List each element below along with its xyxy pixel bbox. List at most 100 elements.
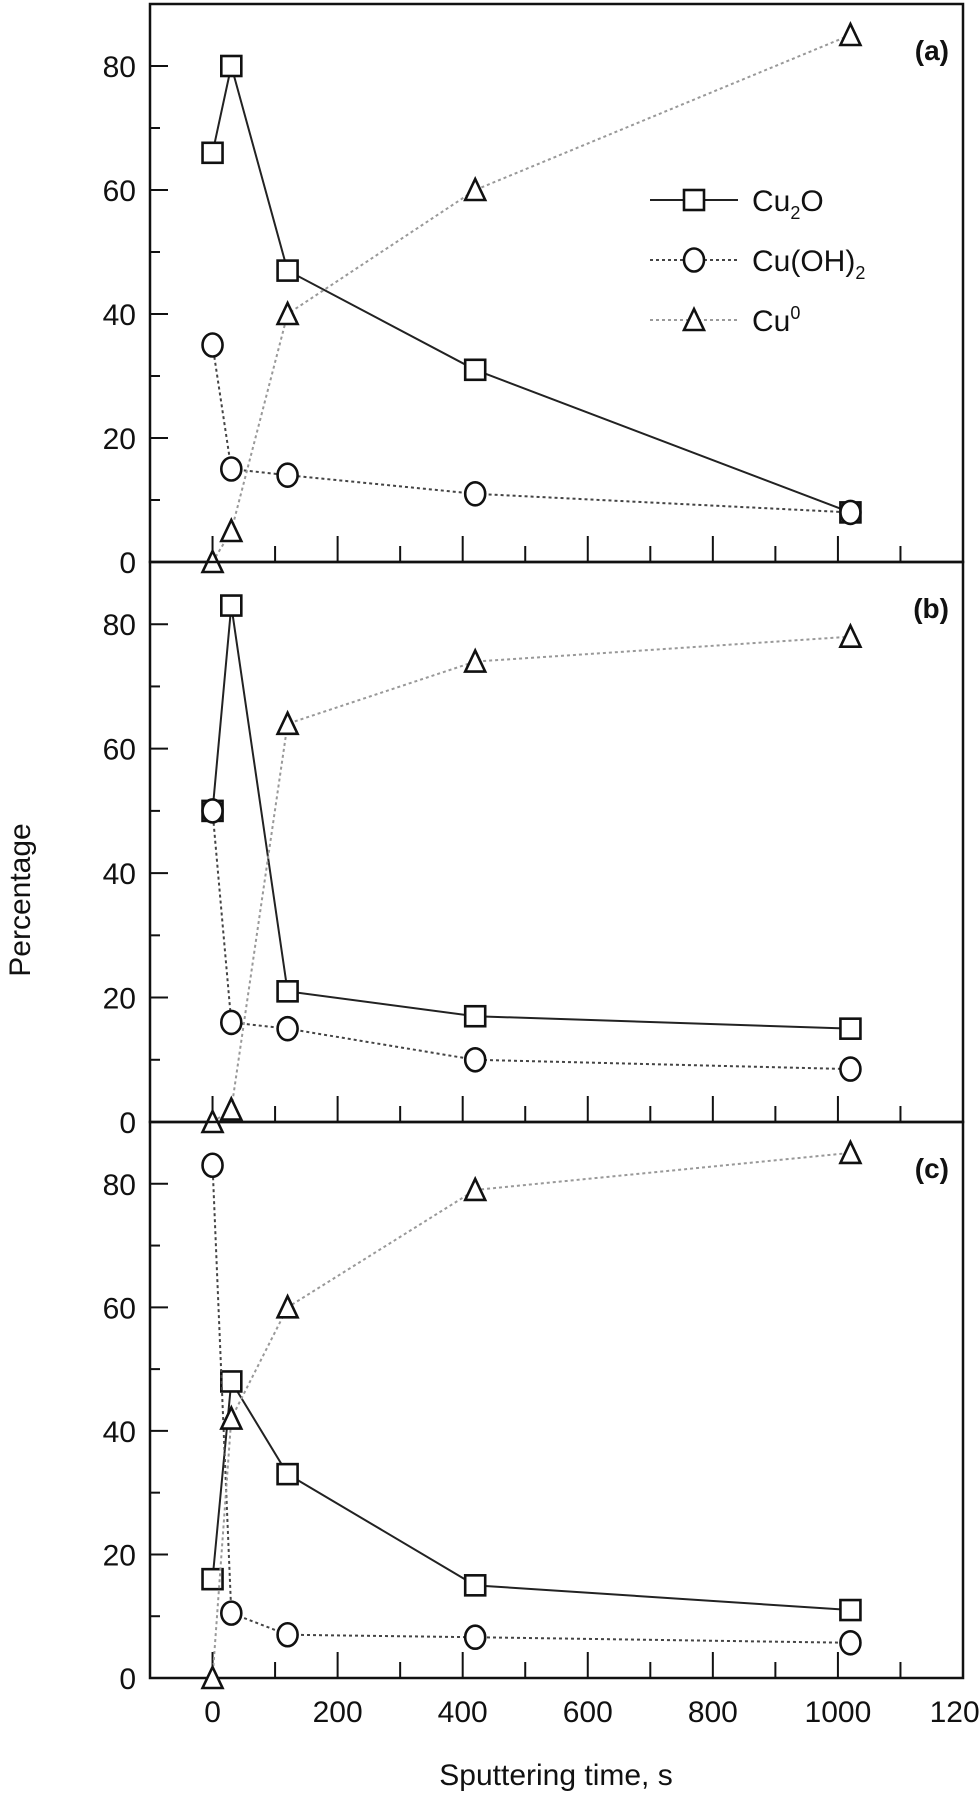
circle-marker — [463, 1624, 487, 1651]
y-tick-label: 80 — [103, 1169, 136, 1202]
circle-marker — [839, 1056, 862, 1082]
legend-item: Cu2O — [650, 185, 824, 223]
x-tick-label: 400 — [438, 1696, 488, 1729]
triangle-marker — [838, 622, 863, 648]
x-axis-label: Sputtering time, s — [439, 1759, 672, 1792]
panel-label: (a) — [915, 35, 949, 66]
square-marker — [220, 54, 243, 78]
series-line — [211, 65, 851, 514]
circle-marker — [839, 499, 862, 526]
x-tick-label: 600 — [563, 1696, 613, 1729]
circle-marker — [201, 332, 224, 358]
series-cu2o — [201, 54, 862, 524]
triangle-marker — [463, 647, 488, 673]
y-tick-label: 20 — [103, 423, 136, 456]
triangle-marker — [275, 1293, 300, 1319]
triangle-marker — [463, 1175, 488, 1202]
square-marker — [276, 259, 299, 282]
plot-frame — [148, 2, 965, 564]
series-cuoh2 — [201, 332, 862, 526]
panel-a: 0 20 40 60 80 (a) — [103, 2, 965, 580]
triangle-marker — [681, 305, 707, 332]
square-marker — [463, 1574, 487, 1597]
square-marker — [839, 1017, 862, 1040]
x-tick-label: 0 — [204, 1696, 221, 1729]
y-tick-label: 20 — [103, 1539, 136, 1572]
triangle-marker — [463, 175, 488, 202]
circle-marker — [201, 1152, 224, 1179]
y-tick-label: 80 — [103, 609, 136, 642]
square-marker — [682, 188, 706, 212]
y-tick-label: 0 — [119, 1663, 136, 1696]
series-line — [211, 34, 851, 563]
plot-frame — [148, 1120, 965, 1680]
circle-marker — [276, 1015, 299, 1042]
square-marker — [201, 141, 224, 165]
triangle-marker — [219, 516, 244, 543]
legend-item: Cu0 — [650, 303, 800, 338]
y-tick-label: 60 — [103, 175, 136, 208]
square-marker — [463, 358, 487, 382]
series-cu2o — [201, 594, 862, 1040]
y-tick-label: 40 — [103, 299, 136, 332]
y-tick-label: 40 — [103, 858, 136, 891]
square-marker — [839, 1598, 862, 1622]
series-cuoh2 — [201, 798, 862, 1082]
triangle-marker — [275, 709, 300, 736]
circle-marker — [839, 1629, 862, 1656]
series-line — [211, 1165, 851, 1644]
legend-item: Cu(OH)2 — [650, 245, 865, 283]
legend-label: Cu2O — [752, 185, 824, 223]
square-marker — [463, 1004, 487, 1028]
y-tick-label: 20 — [103, 983, 136, 1016]
series-cu0 — [200, 20, 863, 574]
triangle-marker — [219, 1095, 244, 1121]
square-marker — [201, 1567, 224, 1591]
series-line — [211, 1151, 851, 1679]
circle-marker — [201, 798, 224, 824]
triangle-marker — [275, 299, 300, 326]
triangle-marker — [838, 20, 863, 47]
series-line — [211, 810, 851, 1071]
series-line — [211, 344, 851, 514]
circle-marker — [220, 456, 243, 482]
series-line — [211, 605, 851, 1030]
series-cu0 — [200, 622, 863, 1134]
y-tick-label: 0 — [119, 1107, 136, 1140]
circle-marker — [276, 462, 299, 489]
x-tick-label: 800 — [688, 1696, 738, 1729]
circle-marker — [463, 480, 487, 507]
x-tick-label: 1200 — [930, 1696, 979, 1729]
y-axis-label: Percentage — [4, 823, 37, 976]
legend: Cu2O Cu(OH)2 Cu0 — [650, 185, 865, 338]
square-marker — [220, 1370, 243, 1393]
circle-marker — [276, 1621, 299, 1648]
square-marker — [276, 980, 299, 1003]
circle-marker — [220, 1009, 243, 1036]
y-tick-label: 60 — [103, 1292, 136, 1325]
legend-label: Cu0 — [752, 303, 800, 338]
y-tick-label: 40 — [103, 1416, 136, 1449]
series-line — [211, 635, 851, 1123]
panel-b: 0 20 40 60 80 (b) — [103, 560, 965, 1140]
circle-marker — [220, 1600, 243, 1626]
series-cu0 — [200, 1138, 863, 1690]
x-tick-label: 1000 — [805, 1696, 872, 1729]
panel-c: 020406080020040060080010001200(c) — [103, 1120, 979, 1729]
circle-marker — [682, 247, 706, 273]
triangle-marker — [219, 1404, 244, 1430]
circle-marker — [463, 1046, 487, 1073]
panel-label: (c) — [915, 1153, 949, 1184]
x-tick-label: 200 — [313, 1696, 363, 1729]
y-tick-label: 0 — [119, 547, 136, 580]
square-marker — [220, 594, 243, 617]
series-cuoh2 — [201, 1152, 862, 1656]
square-marker — [276, 1462, 299, 1486]
triangle-marker — [200, 1663, 225, 1690]
y-tick-label: 80 — [103, 51, 136, 84]
series-cu2o — [201, 1370, 862, 1622]
series-line — [211, 1378, 851, 1612]
y-tick-label: 60 — [103, 734, 136, 767]
triangle-marker — [838, 1138, 863, 1165]
